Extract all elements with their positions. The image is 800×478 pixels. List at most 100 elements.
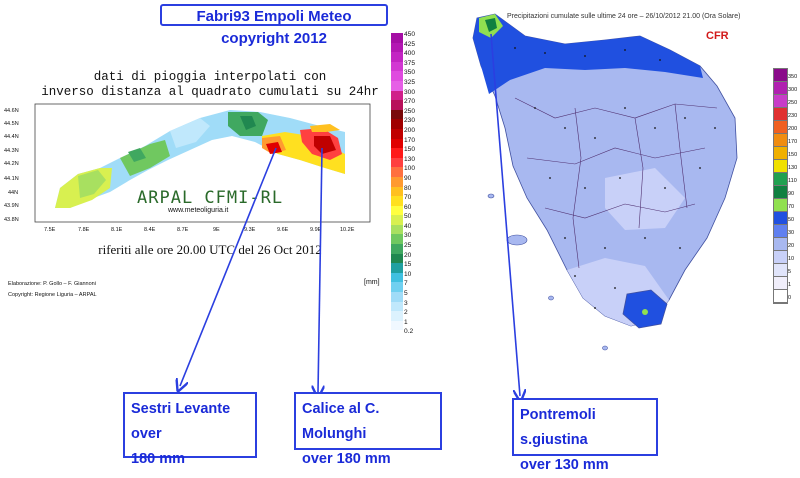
toscana-scale-swatch xyxy=(774,147,787,160)
liguria-scale-swatch xyxy=(391,301,403,312)
toscana-scale-swatch xyxy=(774,225,787,238)
toscana-scale-swatch xyxy=(774,160,787,173)
toscana-map-title: Precipitazioni cumulate sulle ultime 24 … xyxy=(507,13,741,20)
svg-text:9E: 9E xyxy=(213,227,220,233)
svg-text:44.3N: 44.3N xyxy=(4,148,19,154)
liguria-scale-label: 2 xyxy=(404,309,408,317)
toscana-scale-swatch xyxy=(774,108,787,121)
liguria-color-scale xyxy=(391,33,403,340)
svg-text:7.8E: 7.8E xyxy=(78,227,90,233)
callout-sestri-levante: Sestri Levante over 180 mm xyxy=(123,392,257,467)
liguria-rainfall-map: 44.6N 44.5N 44.4N 44.3N 44.2N 44.1N 44N 43.9N… xyxy=(4,103,371,233)
liguria-scale-swatch xyxy=(391,263,403,273)
svg-text:44.4N: 44.4N xyxy=(4,134,19,140)
toscana-scale-label: 170 xyxy=(788,139,798,145)
liguria-scale-label: 0.2 xyxy=(404,328,414,336)
svg-text:44.1N: 44.1N xyxy=(4,176,19,182)
callout-sestri-line1: Sestri Levante over xyxy=(131,401,231,442)
svg-text:10.2E: 10.2E xyxy=(340,227,355,233)
toscana-scale-label: 130 xyxy=(788,165,798,171)
liguria-scale-swatch xyxy=(391,42,403,53)
toscana-color-scale xyxy=(773,68,788,304)
toscana-scale-label: 20 xyxy=(788,243,795,249)
liguria-scale-label: 5 xyxy=(404,290,408,298)
arpal-logo: ARPAL CFMI-RL xyxy=(137,188,284,208)
toscana-scale-label: 10 xyxy=(788,256,795,262)
toscana-scale-label: 300 xyxy=(788,87,798,93)
liguria-scale-swatch xyxy=(391,196,403,206)
liguria-scale-swatch xyxy=(391,253,403,264)
toscana-scale-swatch xyxy=(774,238,787,251)
toscana-scale-label: 90 xyxy=(788,191,795,197)
toscana-scale-label: 350 xyxy=(788,74,798,80)
liguria-scale-swatch xyxy=(391,167,403,177)
arrow-calice xyxy=(318,147,322,392)
liguria-scale-swatch xyxy=(391,292,403,302)
liguria-scale-label: 40 xyxy=(404,222,412,230)
liguria-scale-swatch xyxy=(391,138,403,149)
liguria-scale-label: 130 xyxy=(404,155,416,163)
liguria-scale-swatch xyxy=(391,205,403,216)
liguria-scale-swatch xyxy=(391,320,403,331)
liguria-scale-swatch xyxy=(391,224,403,235)
liguria-scale-label: 50 xyxy=(404,213,412,221)
liguria-scale-swatch xyxy=(391,128,403,139)
credit-elaboration: Elaborazione: P. Gollo – F. Giannoni xyxy=(8,281,96,287)
callout-pontremoli-line2: over 130 mm xyxy=(520,457,609,473)
liguria-scale-labels: 450 425 400 375 350 325 300 270 250 230 200 170 150 1… xyxy=(404,30,415,337)
toscana-scale-label: 70 xyxy=(788,204,795,210)
liguria-scale-label: 230 xyxy=(404,117,416,125)
toscana-scale-labels: 350 300 250 230 200 170 150 130 110 90 70 50 30 20 10 5… xyxy=(788,71,797,305)
liguria-scale-swatch xyxy=(391,215,403,225)
svg-text:8.4E: 8.4E xyxy=(144,227,156,233)
svg-text:9.6E: 9.6E xyxy=(277,227,289,233)
toscana-scale-label: 110 xyxy=(788,178,797,184)
callout-calice-line2: over 180 mm xyxy=(302,451,391,467)
meteoliguria-website: www.meteoliguria.it xyxy=(168,207,229,214)
liguria-scale-swatch xyxy=(391,282,403,293)
liguria-scale-swatch xyxy=(391,157,403,168)
liguria-scale-label: 250 xyxy=(404,107,416,115)
toscana-scale-swatch xyxy=(774,82,787,95)
liguria-scale-label: 200 xyxy=(404,126,416,134)
toscana-scale-swatch xyxy=(774,69,787,82)
liguria-scale-label: 15 xyxy=(404,261,412,269)
toscana-scale-label: 1 xyxy=(788,282,792,288)
liguria-scale-label: 425 xyxy=(404,40,416,48)
liguria-scale-label: 450 xyxy=(404,31,416,38)
svg-text:9.3E: 9.3E xyxy=(244,227,256,233)
liguria-scale-swatch xyxy=(391,244,403,254)
svg-text:44.6N: 44.6N xyxy=(4,108,19,114)
liguria-scale-swatch xyxy=(391,100,403,110)
svg-text:44.2N: 44.2N xyxy=(4,161,19,167)
liguria-scale-label: 375 xyxy=(404,59,416,67)
svg-text:43.8N: 43.8N xyxy=(4,217,19,223)
toscana-rainfall-map xyxy=(472,13,738,351)
liguria-scale-label: 30 xyxy=(404,232,412,240)
liguria-scale-label: 350 xyxy=(404,69,416,77)
toscana-scale-label: 200 xyxy=(788,126,798,132)
cfr-logo: CFR xyxy=(706,30,729,42)
liguria-scale-swatch xyxy=(391,61,403,72)
svg-text:8.1E: 8.1E xyxy=(111,227,123,233)
liguria-scale-label: 170 xyxy=(404,136,416,144)
liguria-scale-swatch xyxy=(391,148,403,158)
liguria-scale-swatch xyxy=(391,71,403,81)
toscana-scale-swatch xyxy=(774,212,787,225)
toscana-scale-swatch xyxy=(774,264,787,277)
liguria-scale-label: 300 xyxy=(404,88,416,96)
copyright-banner: Fabri93 Empoli Meteo copyright 2012 xyxy=(160,4,388,47)
liguria-scale-swatch xyxy=(391,311,403,321)
liguria-scale-swatch xyxy=(391,52,403,62)
toscana-scale-label: 250 xyxy=(788,100,798,106)
callout-pontremoli: Pontremoli s.giustina over 130 mm xyxy=(512,398,658,473)
toscana-scale-label: 230 xyxy=(788,113,798,119)
toscana-scale-label: 150 xyxy=(788,152,798,158)
toscana-scale-swatch xyxy=(774,199,787,212)
liguria-scale-swatch xyxy=(391,90,403,101)
svg-text:44N: 44N xyxy=(8,190,18,196)
liguria-scale-swatch xyxy=(391,272,403,283)
toscana-scale-swatch xyxy=(774,173,787,186)
toscana-scale-label: 50 xyxy=(788,217,795,223)
toscana-scale-label: 0 xyxy=(788,295,792,301)
